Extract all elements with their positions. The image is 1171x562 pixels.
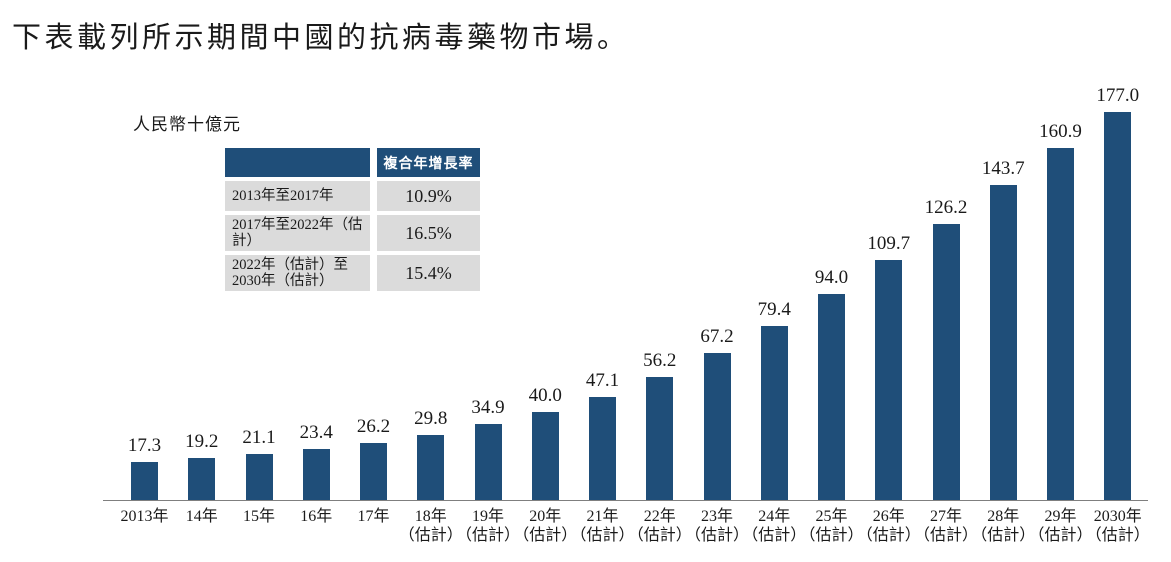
cagr-table-header-row: 複合年增長率 <box>225 148 480 177</box>
bar <box>646 377 674 500</box>
bar <box>1047 148 1074 500</box>
bar <box>360 443 387 500</box>
bar-value-label: 94.0 <box>814 267 849 288</box>
x-axis-label: 29年 （估計） <box>1028 508 1093 544</box>
unit-label: 人民幣十億元 <box>133 115 241 134</box>
bar-value-label: 67.2 <box>700 326 734 347</box>
x-axis-label: 19年 （估計） <box>455 508 521 544</box>
cagr-table-header-blank-cell <box>225 148 370 177</box>
x-axis-line <box>103 499 1148 501</box>
x-axis-label: 23年 （估計） <box>684 508 750 544</box>
bar-value-label: 17.3 <box>127 435 162 456</box>
bar <box>131 462 158 500</box>
bar <box>474 424 502 500</box>
bar-value-label: 29.8 <box>414 408 448 429</box>
bar-value-label: 26.2 <box>356 416 391 437</box>
cagr-value-cell: 15.4% <box>377 255 480 291</box>
bar-value-label: 47.1 <box>585 370 620 391</box>
x-axis-label: 2030年 （估計） <box>1085 508 1150 544</box>
bar <box>989 185 1017 500</box>
bar <box>302 449 330 500</box>
bar-value-label: 160.9 <box>1039 121 1082 142</box>
bar-value-label: 21.1 <box>242 427 276 448</box>
bar-chart: 17.3 2013年 19.2 14年 21.1 15年 23.4 16年 26.2 17年 29.… <box>103 80 1150 544</box>
cagr-period-cell: 2013年至2017年 <box>225 181 370 211</box>
bar <box>703 353 731 500</box>
bar <box>589 397 616 500</box>
bar <box>1104 112 1132 500</box>
x-axis-label: 20年 （估計） <box>513 508 578 544</box>
x-axis-label: 2013年 <box>120 508 169 525</box>
x-axis-label: 17年 <box>357 508 390 525</box>
bar-value-label: 19.2 <box>185 431 219 452</box>
x-axis-label: 14年 <box>185 508 218 525</box>
cagr-period-cell: 2017年至2022年（估計） <box>225 215 370 251</box>
bar <box>417 435 445 500</box>
x-axis-label: 25年 （估計） <box>799 508 864 544</box>
bar-value-label: 40.0 <box>528 385 562 406</box>
cagr-value-cell: 16.5% <box>377 215 480 251</box>
bar <box>932 224 960 500</box>
cagr-table-body: 2013年至2017年 10.9% 2017年至2022年（估計） 16.5% 2022… <box>225 181 480 291</box>
bar <box>875 260 903 500</box>
cagr-period-cell: 2022年（估計）至 2030年（估計） <box>225 255 370 291</box>
cagr-table-row: 2022年（估計）至 2030年（估計） 15.4% <box>225 255 480 291</box>
x-axis-label: 26年 （估計） <box>856 508 921 544</box>
bar <box>188 458 216 500</box>
x-axis-label: 24年 （估計） <box>742 508 807 544</box>
cagr-value-cell: 10.9% <box>377 181 480 211</box>
bar <box>245 454 273 500</box>
bar-value-label: 177.0 <box>1096 85 1140 106</box>
page-title: 下表載列所示期間中國的抗病毒藥物市場。 <box>12 22 630 54</box>
x-axis-label: 18年 （估計） <box>398 508 463 544</box>
cagr-table: 複合年增長率 2013年至2017年 10.9% 2017年至2022年（估計） 16… <box>225 148 480 295</box>
x-axis-label: 27年 （估計） <box>913 508 979 544</box>
x-axis-label: 28年 （估計） <box>971 508 1036 544</box>
bar <box>531 412 559 500</box>
bar-value-label: 109.7 <box>867 233 911 254</box>
cagr-table-row: 2017年至2022年（估計） 16.5% <box>225 215 480 251</box>
cagr-table-header-cell: 複合年增長率 <box>377 148 480 177</box>
bar-value-label: 126.2 <box>924 197 968 218</box>
bar-value-label: 23.4 <box>299 422 333 443</box>
bar-value-label: 143.7 <box>981 158 1025 179</box>
bar-value-label: 34.9 <box>471 397 505 418</box>
x-axis-label: 16年 <box>300 508 333 525</box>
bar-value-label: 56.2 <box>643 350 677 371</box>
bar-value-label: 79.4 <box>757 299 791 320</box>
x-axis-label: 15年 <box>242 508 276 525</box>
bar <box>760 326 788 500</box>
bar <box>818 294 845 500</box>
x-axis-label: 22年 （估計） <box>627 508 692 544</box>
x-axis-label: 21年 （估計） <box>570 508 635 544</box>
cagr-table-row: 2013年至2017年 10.9% <box>225 181 480 211</box>
